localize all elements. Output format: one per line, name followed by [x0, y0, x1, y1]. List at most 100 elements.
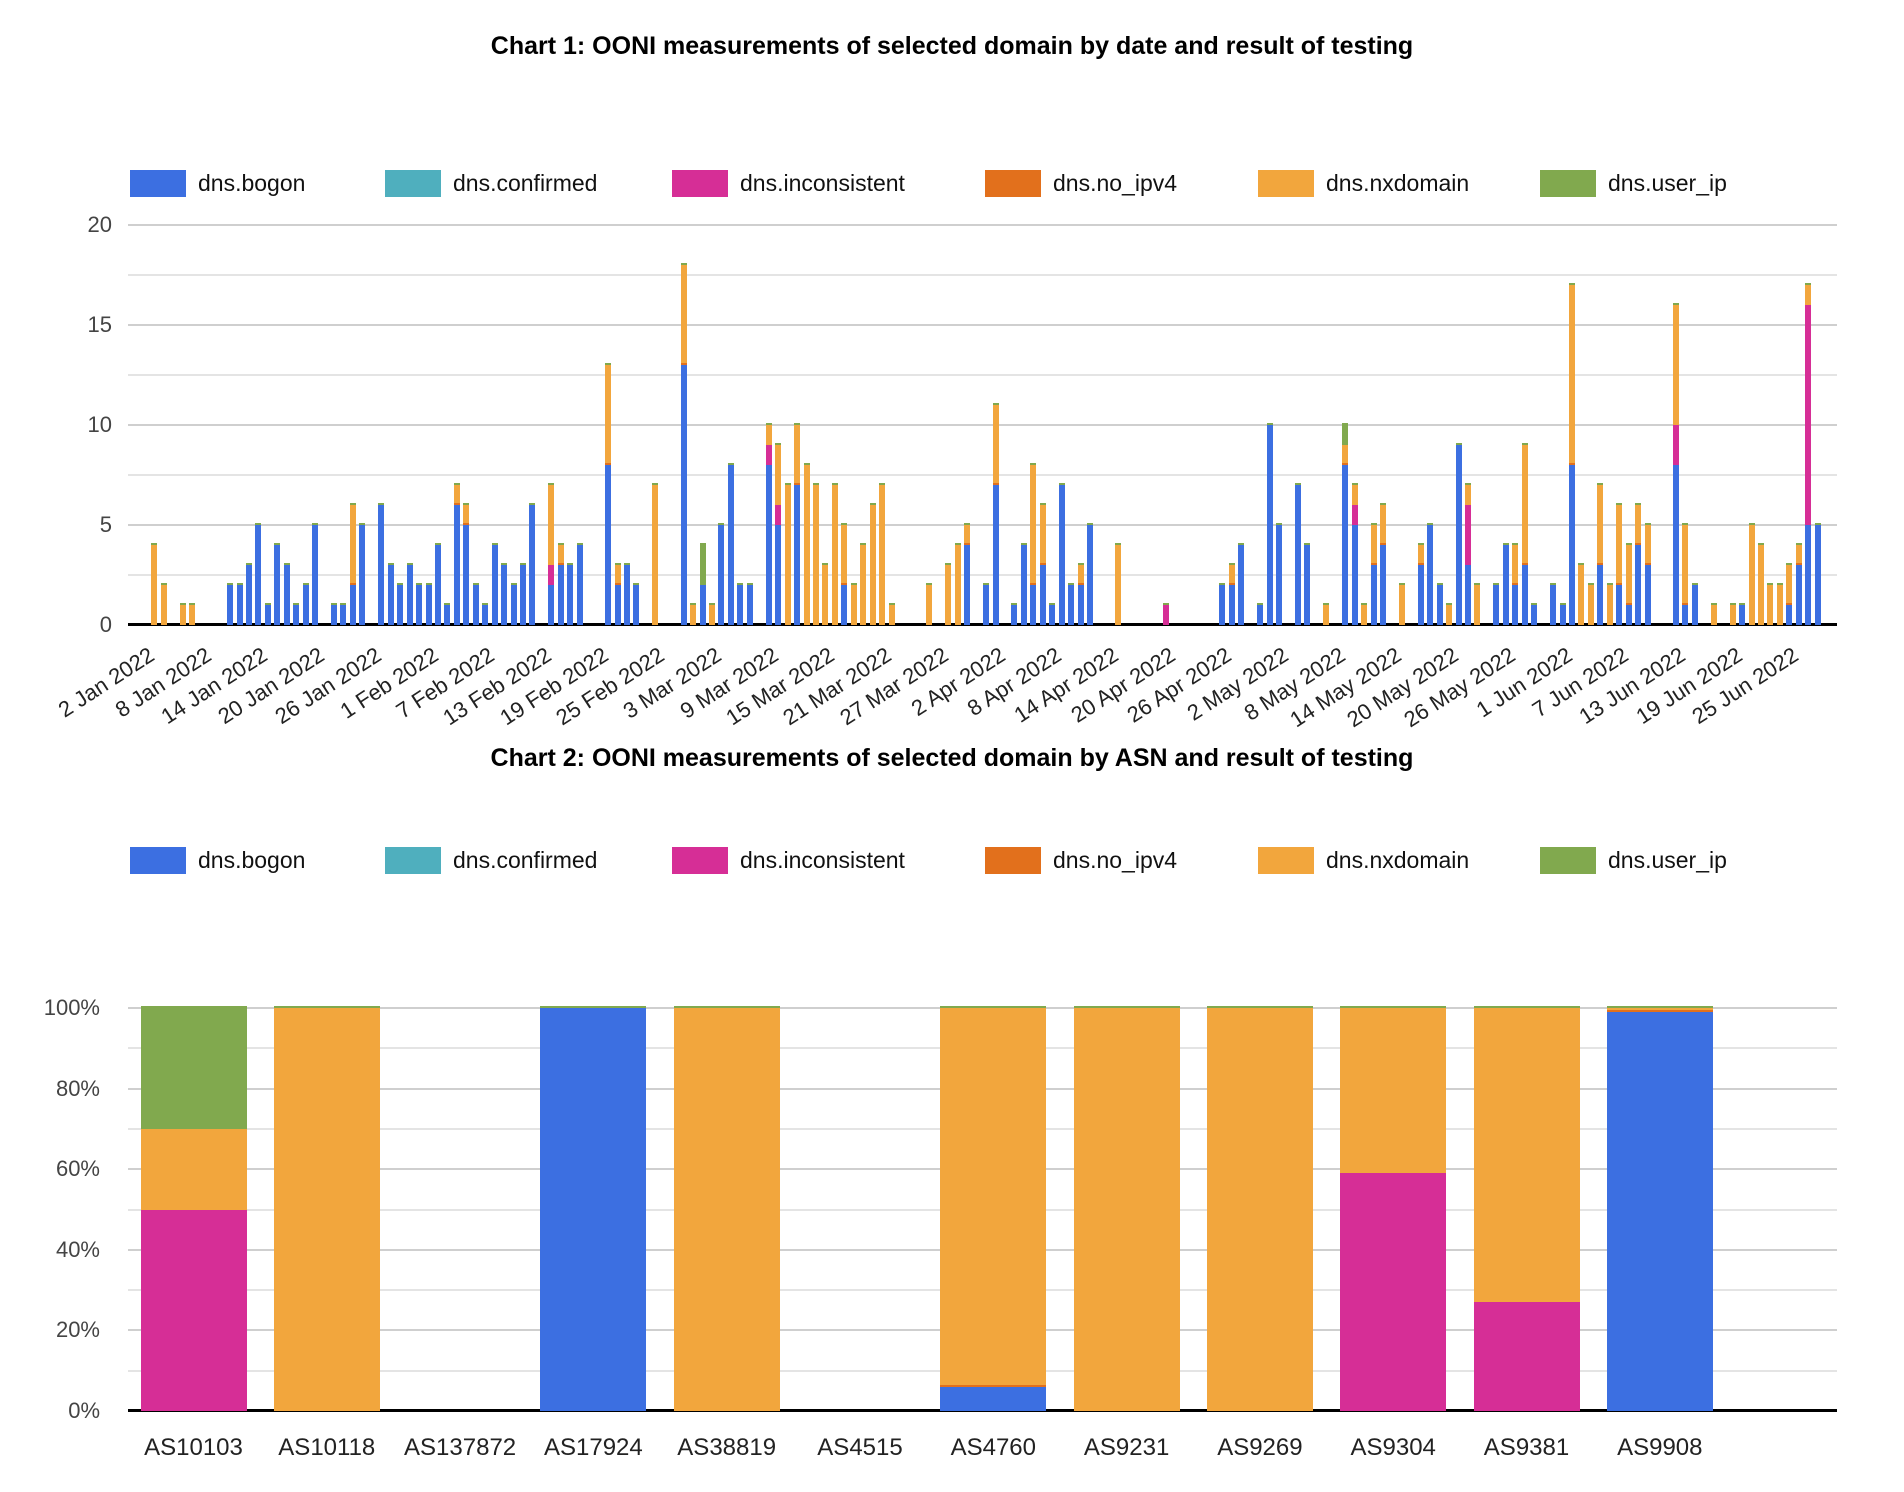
bar-28-Jan-2022[interactable] [387, 563, 394, 625]
bar-18-May-2022[interactable] [1427, 523, 1434, 625]
bar-22-May-2022[interactable] [1465, 483, 1471, 625]
bar-AS9304[interactable] [1340, 1006, 1447, 1411]
bar-11-Apr-2022[interactable] [1077, 563, 1084, 625]
bar-18-Mar-2022[interactable] [850, 583, 857, 625]
bar-19-Mar-2022[interactable] [860, 543, 867, 625]
bar-5-Mar-2022[interactable] [727, 463, 734, 625]
bar-17-Jun-2022[interactable] [1710, 603, 1717, 625]
bar-9-Feb-2022[interactable] [501, 563, 508, 625]
bar-16-Mar-2022[interactable] [831, 483, 838, 625]
bar-26-May-2022[interactable] [1502, 543, 1509, 625]
bar-15-Jun-2022[interactable] [1691, 583, 1698, 625]
bar-25-Jan-2022[interactable] [359, 523, 366, 625]
bar-9-Jun-2022[interactable] [1635, 503, 1642, 625]
bar-5-Jun-2022[interactable] [1597, 483, 1604, 625]
bar-27-Apr-2022[interactable] [1228, 563, 1235, 625]
bar-13-Mar-2022[interactable] [803, 463, 810, 625]
bar-10-Mar-2022[interactable] [775, 443, 782, 625]
bar-16-Jan-2022[interactable] [274, 543, 281, 625]
bar-14-Feb-2022[interactable] [548, 483, 555, 625]
bar-20-Jan-2022[interactable] [312, 523, 319, 625]
bar-14-Jun-2022[interactable] [1682, 523, 1689, 625]
bar-AS17924[interactable] [540, 1006, 647, 1411]
bar-3-Jan-2022[interactable] [151, 543, 158, 625]
bar-13-Jun-2022[interactable] [1672, 303, 1679, 625]
bar-3-Mar-2022[interactable] [709, 603, 715, 625]
bar-11-May-2022[interactable] [1361, 603, 1368, 625]
bar-4-Feb-2022[interactable] [453, 483, 460, 625]
bar-17-May-2022[interactable] [1417, 543, 1424, 625]
bar-3-Jun-2022[interactable] [1578, 563, 1585, 625]
bar-7-Mar-2022[interactable] [746, 583, 753, 625]
bar-31-Jan-2022[interactable] [416, 583, 423, 625]
bar-2-Mar-2022[interactable] [699, 543, 706, 625]
bar-14-Mar-2022[interactable] [812, 483, 819, 625]
bar-20-Jun-2022[interactable] [1739, 603, 1746, 625]
bar-1-Apr-2022[interactable] [983, 583, 990, 625]
bar-30-Apr-2022[interactable] [1257, 603, 1264, 625]
bar-28-Apr-2022[interactable] [1238, 543, 1245, 625]
bar-5-May-2022[interactable] [1304, 543, 1311, 625]
bar-5-Feb-2022[interactable] [463, 503, 470, 625]
bar-2-May-2022[interactable] [1276, 523, 1282, 625]
bar-8-Jun-2022[interactable] [1625, 543, 1632, 625]
bar-12-Feb-2022[interactable] [529, 503, 536, 625]
bar-21-Feb-2022[interactable] [614, 563, 621, 625]
bar-24-Jun-2022[interactable] [1776, 583, 1783, 625]
bar-26-Jun-2022[interactable] [1795, 543, 1802, 625]
bar-8-Apr-2022[interactable] [1049, 603, 1056, 625]
bar-13-May-2022[interactable] [1379, 503, 1386, 625]
bar-8-Feb-2022[interactable] [491, 543, 498, 625]
bar-7-Jan-2022[interactable] [189, 603, 196, 625]
bar-7-Apr-2022[interactable] [1039, 503, 1046, 625]
bar-29-Mar-2022[interactable] [954, 543, 961, 625]
bar-4-May-2022[interactable] [1294, 483, 1301, 625]
bar-19-May-2022[interactable] [1436, 583, 1443, 625]
bar-23-May-2022[interactable] [1474, 583, 1481, 625]
bar-3-Feb-2022[interactable] [444, 603, 451, 625]
bar-7-Feb-2022[interactable] [482, 603, 489, 625]
bar-17-Jan-2022[interactable] [283, 563, 290, 625]
bar-26-Apr-2022[interactable] [1219, 583, 1226, 625]
bar-15-Feb-2022[interactable] [557, 543, 564, 625]
bar-7-Jun-2022[interactable] [1616, 503, 1623, 625]
bar-28-Feb-2022[interactable] [680, 263, 687, 625]
bar-28-Mar-2022[interactable] [945, 563, 952, 625]
bar-5-Apr-2022[interactable] [1020, 543, 1027, 625]
bar-4-Jan-2022[interactable] [160, 583, 167, 625]
bar-AS10118[interactable] [273, 1006, 380, 1411]
bar-25-May-2022[interactable] [1493, 583, 1500, 625]
bar-10-Feb-2022[interactable] [510, 583, 517, 625]
bar-28-May-2022[interactable] [1521, 443, 1528, 625]
bar-2-Apr-2022[interactable] [992, 403, 999, 625]
bar-6-Mar-2022[interactable] [737, 583, 744, 625]
bar-25-Feb-2022[interactable] [652, 483, 659, 625]
bar-9-Apr-2022[interactable] [1058, 483, 1065, 625]
bar-22-Jun-2022[interactable] [1757, 543, 1764, 625]
bar-AS4760[interactable] [940, 1006, 1047, 1411]
bar-23-Jun-2022[interactable] [1767, 583, 1774, 625]
bar-15-Jan-2022[interactable] [264, 603, 271, 625]
bar-15-May-2022[interactable] [1398, 583, 1405, 625]
bar-28-Jun-2022[interactable] [1814, 523, 1821, 625]
bar-11-Jan-2022[interactable] [227, 583, 234, 625]
bar-AS9381[interactable] [1473, 1006, 1580, 1411]
bar-13-Jan-2022[interactable] [245, 563, 252, 625]
bar-14-Jan-2022[interactable] [255, 523, 262, 625]
bar-30-Mar-2022[interactable] [964, 523, 971, 625]
bar-29-Jan-2022[interactable] [397, 583, 404, 625]
bar-22-Feb-2022[interactable] [623, 563, 630, 625]
bar-6-Apr-2022[interactable] [1030, 463, 1037, 625]
bar-30-Jan-2022[interactable] [406, 563, 413, 625]
bar-1-May-2022[interactable] [1266, 423, 1273, 625]
bar-1-Mar-2022[interactable] [690, 603, 697, 625]
bar-4-Jun-2022[interactable] [1587, 583, 1594, 625]
bar-12-Jan-2022[interactable] [236, 583, 243, 625]
bar-12-Mar-2022[interactable] [794, 423, 801, 625]
bar-17-Mar-2022[interactable] [841, 523, 848, 625]
bar-29-May-2022[interactable] [1531, 603, 1538, 625]
bar-20-May-2022[interactable] [1446, 603, 1453, 625]
bar-27-Jun-2022[interactable] [1805, 283, 1812, 625]
bar-11-Feb-2022[interactable] [520, 563, 526, 625]
bar-31-May-2022[interactable] [1550, 583, 1557, 625]
